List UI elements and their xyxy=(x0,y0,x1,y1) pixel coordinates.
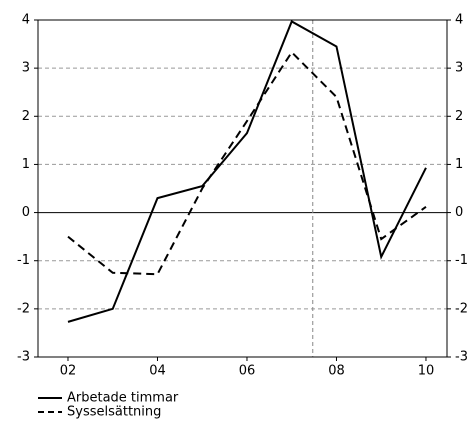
series-line xyxy=(67,20,427,323)
x-tick-label: 04 xyxy=(149,364,166,379)
y2-tick-label: 1 xyxy=(455,157,463,172)
y-tick-label: 3 xyxy=(22,61,30,76)
y-tick-label: -3 xyxy=(17,350,30,365)
y-tick-label: 2 xyxy=(22,109,30,124)
x-tick-label: 06 xyxy=(239,364,256,379)
plot-frame xyxy=(37,19,448,358)
legend-label: Arbetade timmar xyxy=(67,391,179,406)
x-tick-label: 08 xyxy=(328,364,345,379)
y-tick-label: 4 xyxy=(22,13,30,28)
y2-tick-label: 0 xyxy=(455,205,463,220)
y2-tick-label: 3 xyxy=(455,61,463,76)
y-tick-label: -2 xyxy=(17,301,30,316)
y2-tick-label: -3 xyxy=(455,350,468,365)
y-tick-label: -1 xyxy=(17,253,30,268)
y-tick-label: 1 xyxy=(22,157,30,172)
y2-tick-label: -2 xyxy=(455,301,468,316)
y2-tick-label: 4 xyxy=(455,13,463,28)
y2-tick-label: 2 xyxy=(455,109,463,124)
x-tick-label: 10 xyxy=(418,364,435,379)
legend-label: Sysselsättning xyxy=(67,405,161,420)
x-tick-label: 02 xyxy=(60,364,77,379)
series-line xyxy=(67,50,427,276)
y2-tick-label: -1 xyxy=(455,253,468,268)
y-tick-label: 0 xyxy=(22,205,30,220)
